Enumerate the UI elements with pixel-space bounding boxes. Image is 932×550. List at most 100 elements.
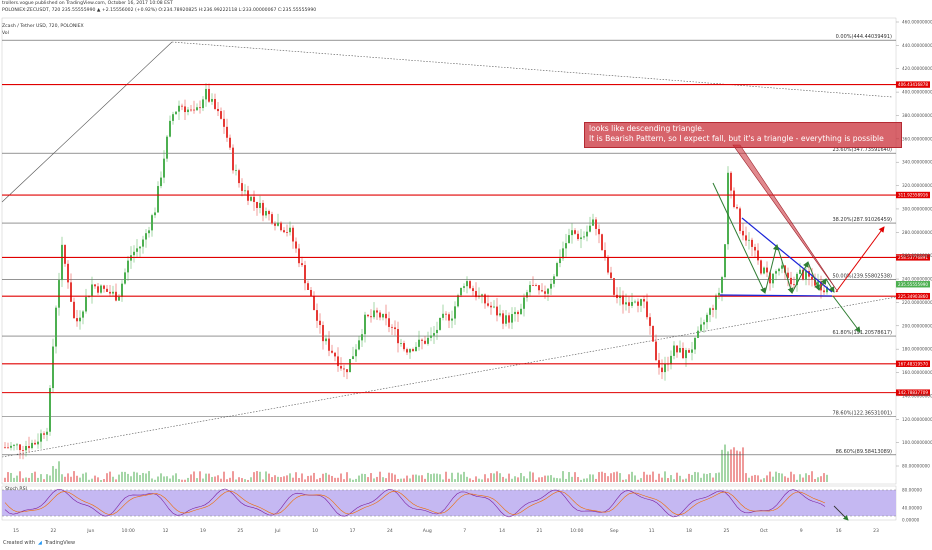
volume-bar bbox=[397, 478, 399, 482]
price-tick-label: 300.00000000 bbox=[902, 206, 932, 211]
volume-bar bbox=[244, 479, 246, 482]
date-tick-label: 9 bbox=[800, 528, 803, 534]
candle-body bbox=[607, 257, 609, 273]
volume-bar bbox=[574, 472, 576, 482]
date-tick-label: 25 bbox=[237, 528, 243, 534]
candle-body bbox=[715, 295, 717, 310]
candle-body bbox=[286, 232, 288, 233]
date-tick-label: 23 bbox=[873, 528, 879, 534]
stoch-tick-label: 40.00000 bbox=[902, 506, 922, 511]
volume-bar bbox=[85, 472, 87, 482]
volume-bar bbox=[88, 479, 90, 482]
volume-bar bbox=[289, 473, 291, 482]
candle-body bbox=[313, 296, 315, 311]
candle-body bbox=[217, 108, 219, 112]
volume-bar bbox=[568, 472, 570, 482]
price-axis: 460.00000000 440.00000000 420.00000000 400.… bbox=[896, 20, 932, 469]
volume-bar bbox=[688, 473, 690, 482]
candle-body bbox=[691, 349, 693, 353]
volume-bar bbox=[337, 477, 339, 482]
volume-bar bbox=[733, 447, 735, 482]
candle-body bbox=[547, 288, 549, 294]
candle-body bbox=[709, 308, 711, 315]
volume-bar bbox=[712, 477, 714, 482]
candle-body bbox=[184, 106, 186, 113]
volume-bar bbox=[586, 478, 588, 482]
volume-bar bbox=[223, 471, 225, 482]
volume-bar bbox=[379, 471, 381, 482]
volume-bar bbox=[700, 477, 702, 482]
candle-body bbox=[775, 271, 777, 274]
candle-body bbox=[166, 136, 168, 159]
volume-bar bbox=[484, 474, 486, 482]
candle-body bbox=[388, 318, 390, 327]
volume-bar bbox=[310, 475, 312, 482]
volume-bar bbox=[706, 474, 708, 482]
candle-body bbox=[229, 137, 231, 148]
volume-bar bbox=[754, 474, 756, 482]
volume-bar bbox=[433, 473, 435, 482]
level-tag bbox=[896, 254, 930, 261]
volume-bar bbox=[190, 474, 192, 482]
volume-bar bbox=[601, 471, 603, 482]
candle-body bbox=[442, 313, 444, 318]
volume-bar bbox=[649, 474, 651, 482]
candle-body bbox=[763, 267, 765, 274]
candle-body bbox=[574, 230, 576, 234]
swing-arrow-up-3 bbox=[818, 278, 827, 291]
volume-bar bbox=[16, 475, 18, 482]
volume-bar bbox=[22, 478, 24, 482]
volume-bar bbox=[364, 474, 366, 482]
volume-bar bbox=[271, 477, 273, 482]
candle-body bbox=[31, 442, 33, 449]
candle-body bbox=[40, 433, 42, 442]
volume-bar bbox=[463, 471, 465, 482]
volume-bar bbox=[745, 473, 747, 482]
candle-body bbox=[679, 348, 681, 353]
volume-bar bbox=[217, 475, 219, 482]
volume-bar bbox=[331, 475, 333, 482]
candle-body bbox=[538, 285, 540, 291]
volume-bar bbox=[208, 473, 210, 482]
volume-bar bbox=[673, 479, 675, 482]
volume-bar bbox=[10, 472, 12, 482]
level-tag bbox=[896, 191, 930, 199]
candle-body bbox=[124, 272, 126, 284]
swing-arrow-down-2 bbox=[776, 244, 794, 294]
volume-bar bbox=[139, 475, 141, 482]
volume-bar bbox=[814, 479, 816, 482]
candle-body bbox=[553, 276, 555, 284]
candle-body bbox=[310, 289, 312, 297]
volume-bar bbox=[46, 474, 48, 482]
date-tick-label: 19 bbox=[200, 528, 206, 534]
publisher-line: trollers.vogue published on TradingView.… bbox=[2, 1, 173, 6]
candle-body bbox=[139, 246, 141, 249]
candle-body bbox=[325, 338, 327, 342]
candle-body bbox=[91, 284, 93, 296]
candle-body bbox=[556, 263, 558, 277]
volume-bar bbox=[559, 478, 561, 482]
price-tick-label: 220.00000000 bbox=[902, 300, 932, 305]
volume-bar bbox=[274, 475, 276, 482]
swing-arrow-up-1 bbox=[764, 244, 779, 294]
candle-body bbox=[340, 366, 342, 369]
candle-body bbox=[496, 306, 498, 316]
volume-bar bbox=[775, 471, 777, 482]
candle-body bbox=[55, 307, 57, 347]
volume-bar bbox=[367, 477, 369, 482]
volume-bar bbox=[427, 472, 429, 482]
price-tick-label: 420.00000000 bbox=[902, 66, 932, 71]
candle-body bbox=[484, 294, 486, 304]
candle-body bbox=[238, 170, 240, 184]
trend-line-dotted-top bbox=[171, 41, 893, 98]
candle-body bbox=[544, 291, 546, 294]
volume-bar bbox=[262, 479, 264, 482]
candle-body bbox=[697, 330, 699, 338]
candle-body bbox=[601, 234, 603, 251]
volume-bar bbox=[13, 477, 15, 482]
candle-body bbox=[424, 340, 426, 344]
volume-bar bbox=[577, 477, 579, 482]
volume-bar bbox=[760, 479, 762, 482]
volume-bar bbox=[667, 478, 669, 482]
